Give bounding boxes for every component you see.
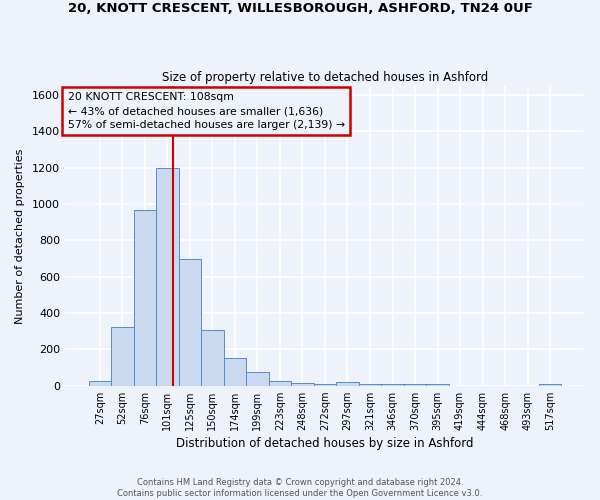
Bar	[291, 383, 314, 386]
Bar	[336, 382, 359, 386]
Bar	[381, 384, 404, 386]
Bar	[539, 384, 562, 386]
Bar	[156, 168, 179, 386]
Bar	[111, 326, 134, 386]
Bar	[404, 384, 426, 386]
Bar	[134, 210, 156, 386]
Bar	[246, 372, 269, 386]
Bar	[89, 381, 111, 386]
Text: Contains HM Land Registry data © Crown copyright and database right 2024.
Contai: Contains HM Land Registry data © Crown c…	[118, 478, 482, 498]
Bar	[314, 384, 336, 386]
Title: Size of property relative to detached houses in Ashford: Size of property relative to detached ho…	[162, 70, 488, 84]
Text: 20, KNOTT CRESCENT, WILLESBOROUGH, ASHFORD, TN24 0UF: 20, KNOTT CRESCENT, WILLESBOROUGH, ASHFO…	[68, 2, 532, 16]
X-axis label: Distribution of detached houses by size in Ashford: Distribution of detached houses by size …	[176, 437, 474, 450]
Bar	[224, 358, 246, 386]
Bar	[359, 384, 381, 386]
Y-axis label: Number of detached properties: Number of detached properties	[15, 148, 25, 324]
Bar	[426, 384, 449, 386]
Bar	[201, 330, 224, 386]
Bar	[179, 258, 201, 386]
Bar	[269, 381, 291, 386]
Text: 20 KNOTT CRESCENT: 108sqm
← 43% of detached houses are smaller (1,636)
57% of se: 20 KNOTT CRESCENT: 108sqm ← 43% of detac…	[68, 92, 344, 130]
